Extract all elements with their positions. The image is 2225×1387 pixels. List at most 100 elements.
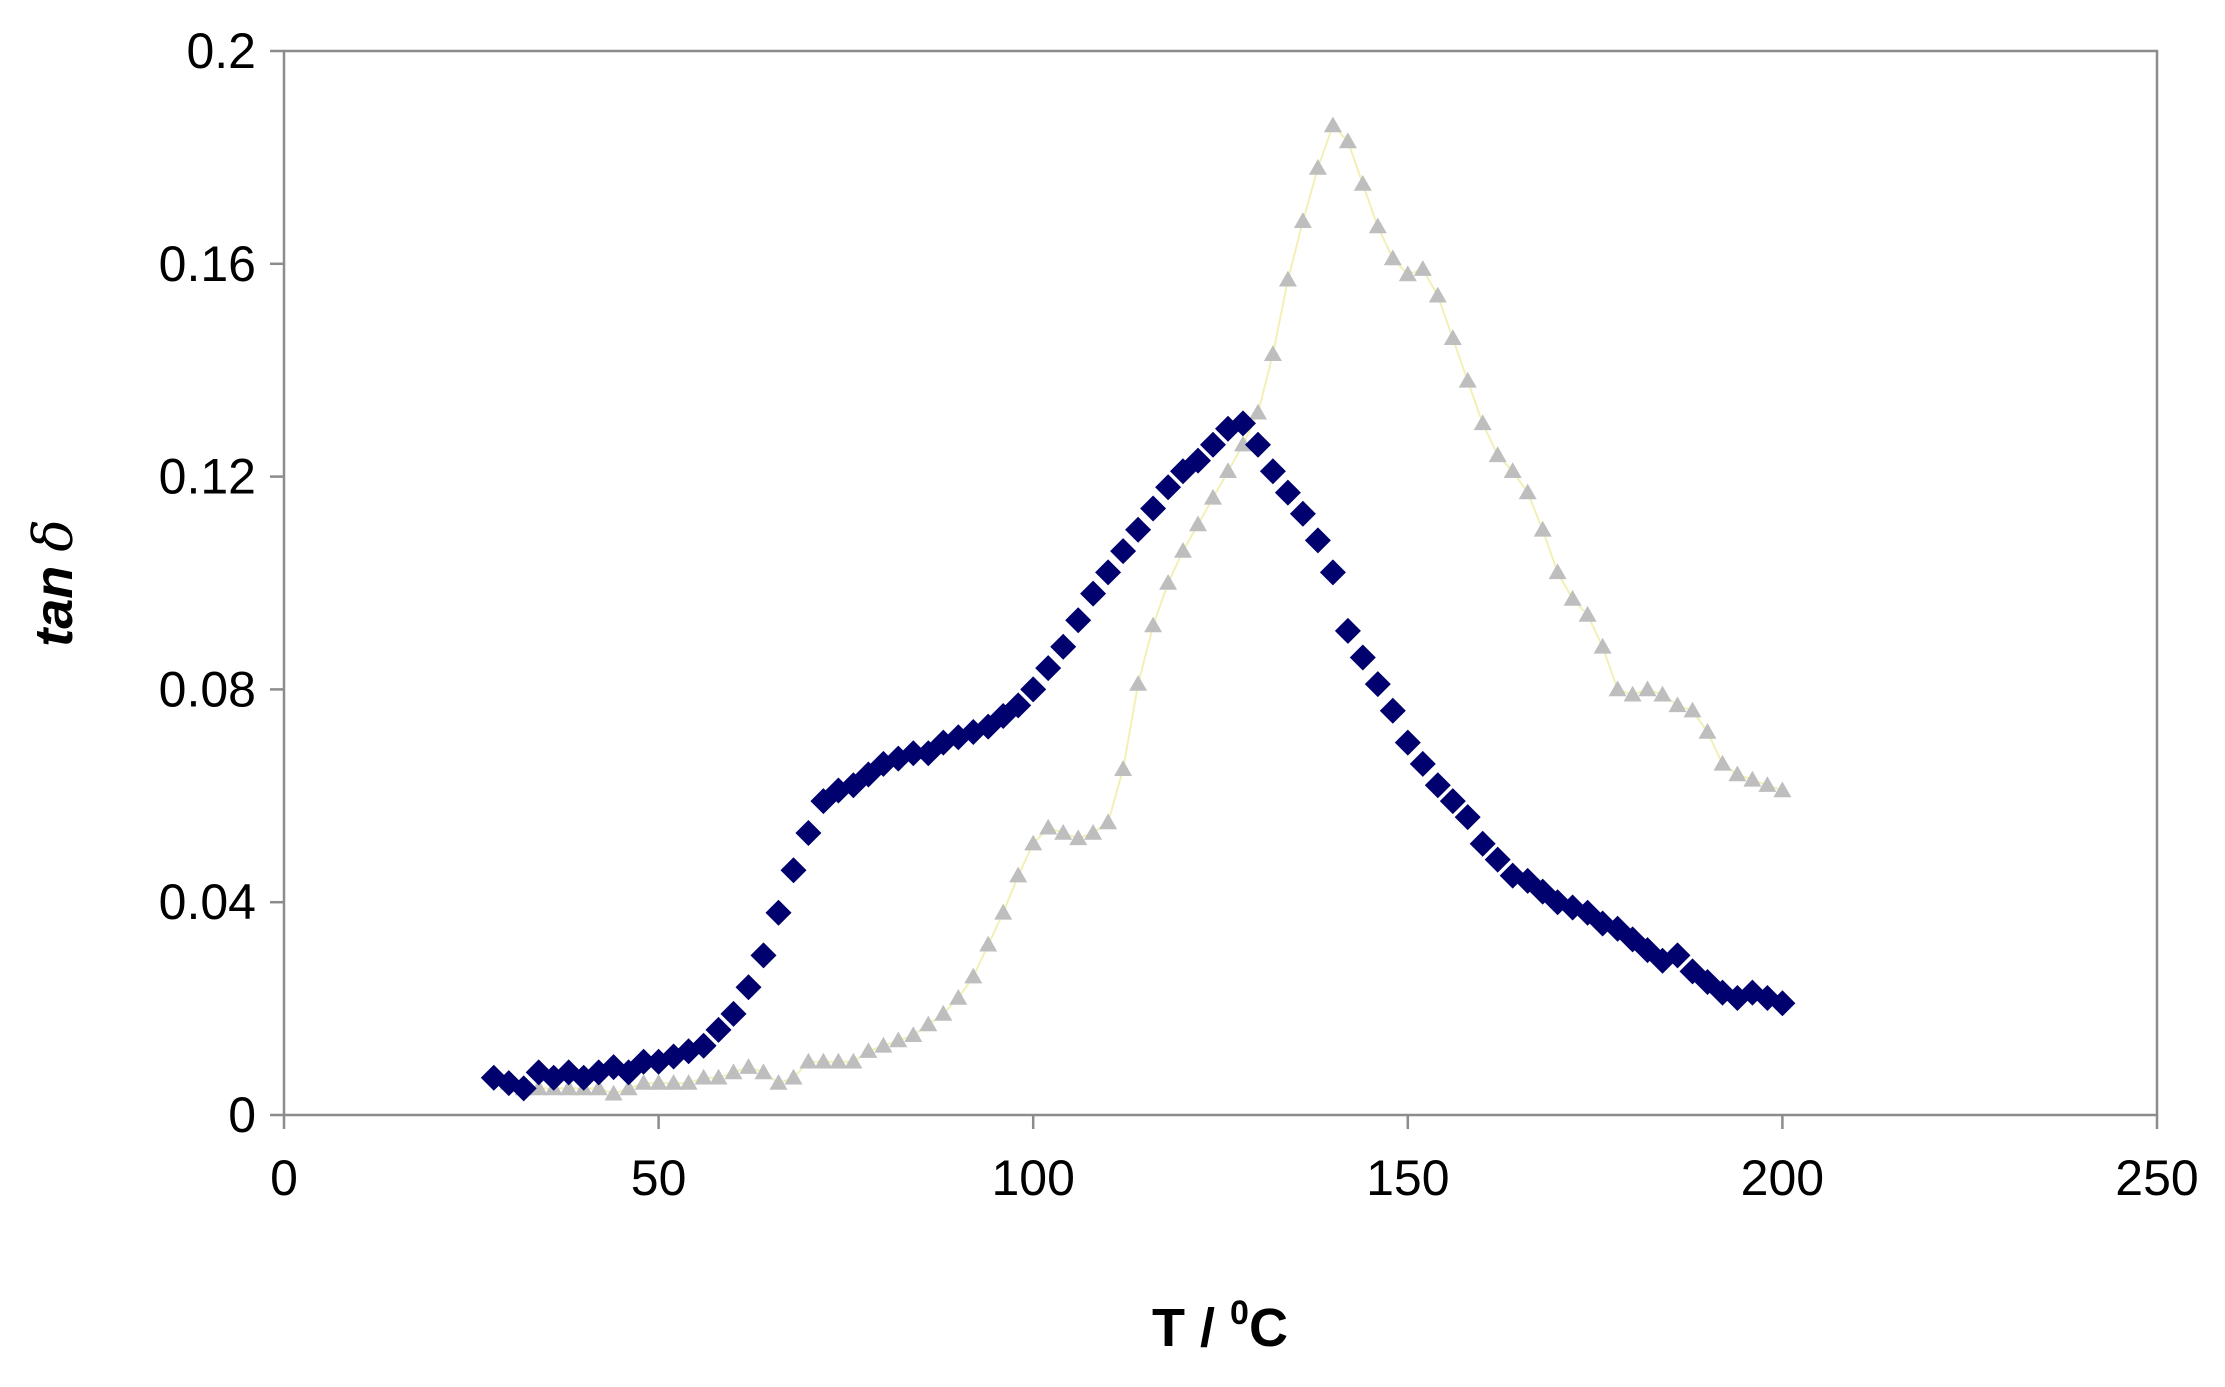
data-point-triangle [709,1068,728,1085]
data-point-diamond [1409,750,1436,777]
plot-frame [282,49,2159,1117]
data-point-triangle [1039,818,1058,835]
data-point-triangle [769,1074,788,1090]
data-point-diamond [1454,804,1481,831]
data-point-diamond [1200,431,1226,458]
data-point-triangle [1219,462,1237,478]
y-axis-title: tan δ [22,519,85,647]
data-point-triangle [814,1052,833,1069]
series-layer [480,116,1796,1102]
data-point-triangle [1428,286,1447,303]
data-point-diamond [765,899,792,926]
data-point-triangle [559,1079,578,1096]
x-axis-title-unit: C [1249,1298,1288,1358]
data-point-triangle [589,1079,608,1096]
data-point-triangle [1054,824,1073,840]
data-point-triangle [1308,159,1327,175]
data-point-triangle [979,935,998,952]
series-line [508,123,1783,1095]
data-point-triangle [874,1036,893,1053]
data-point-triangle [1114,760,1133,776]
data-point-triangle [1144,616,1163,633]
data-point-triangle [1758,776,1777,792]
data-point-diamond [630,1048,657,1075]
data-point-triangle [1189,515,1207,532]
data-point-diamond [1394,729,1421,756]
data-point-triangle [1009,866,1028,883]
data-point-triangle [1398,265,1417,282]
data-point-triangle [904,1026,923,1042]
data-point-triangle [1293,212,1312,228]
data-point-diamond [795,820,822,846]
data-point-triangle [1518,483,1537,500]
data-point-diamond [1769,990,1796,1017]
data-point-triangle [1608,680,1627,697]
data-point-triangle [1099,813,1118,830]
data-point-triangle [1683,701,1702,718]
x-axis-title-main: T / [1152,1298,1230,1358]
data-point-diamond [1664,942,1691,969]
data-point-triangle [1249,403,1267,420]
data-point-triangle [919,1015,938,1032]
data-point-diamond [735,974,762,1001]
x-axis-title-superscript: 0 [1230,1294,1249,1332]
y-tick-label: 0.04 [159,874,256,930]
x-tick-label: 50 [631,1150,687,1206]
x-tick-label: 200 [1741,1150,1824,1206]
data-point-triangle [1548,563,1567,580]
data-point-triangle [1368,217,1387,234]
data-point-diamond [1364,671,1391,698]
data-point-diamond [1245,431,1271,458]
data-point-triangle [1069,829,1088,846]
y-tick-label: 0.08 [159,661,256,717]
data-point-diamond [705,1016,732,1043]
data-point-triangle [1278,270,1297,287]
data-point-triangle [649,1074,668,1090]
data-point-diamond [1125,516,1152,543]
data-point-diamond [1439,788,1466,815]
data-point-diamond [1334,617,1361,644]
data-point-diamond [690,1032,717,1059]
y-tick-label: 0.12 [159,449,256,505]
data-point-triangle [1563,590,1582,606]
data-point-triangle [1653,685,1672,702]
y-tick-label: 0.2 [186,23,256,79]
y-tick-label: 0 [228,1087,256,1143]
data-point-triangle [949,989,968,1005]
data-point-diamond [900,740,927,767]
data-point-triangle [1323,116,1342,133]
data-point-diamond [780,857,807,884]
data-point-triangle [1728,765,1747,782]
data-point-triangle [604,1084,623,1101]
data-point-triangle [664,1074,683,1090]
series-diamond [480,410,1796,1102]
x-tick-label: 250 [2115,1150,2198,1206]
data-point-diamond [1289,500,1316,527]
data-point-triangle [739,1058,758,1074]
data-point-diamond [1349,644,1376,671]
data-point-triangle [724,1063,743,1080]
data-point-diamond [1319,559,1346,586]
x-tick-label: 0 [270,1150,298,1206]
data-point-triangle [1698,723,1717,739]
data-point-triangle [1204,488,1222,505]
data-point-triangle [1668,696,1687,713]
data-point-diamond [1140,495,1167,522]
data-point-diamond [1304,527,1331,554]
x-axis-title: T / 0C [1152,1294,1288,1358]
data-point-diamond [1110,538,1137,565]
data-point-triangle [829,1052,848,1069]
data-point-diamond [1379,697,1406,724]
data-point-triangle [754,1063,773,1080]
data-point-triangle [529,1079,548,1096]
data-point-diamond [1230,410,1256,437]
data-point-triangle [1443,329,1462,345]
x-axis: 0 50 100 150 200 250 [270,1115,2199,1206]
data-point-diamond [1259,458,1286,485]
data-point-triangle [1773,781,1792,798]
data-point-diamond [1185,447,1211,474]
data-point-triangle [859,1042,878,1058]
y-tick-label: 0.16 [159,236,256,292]
data-point-triangle [1353,175,1372,191]
